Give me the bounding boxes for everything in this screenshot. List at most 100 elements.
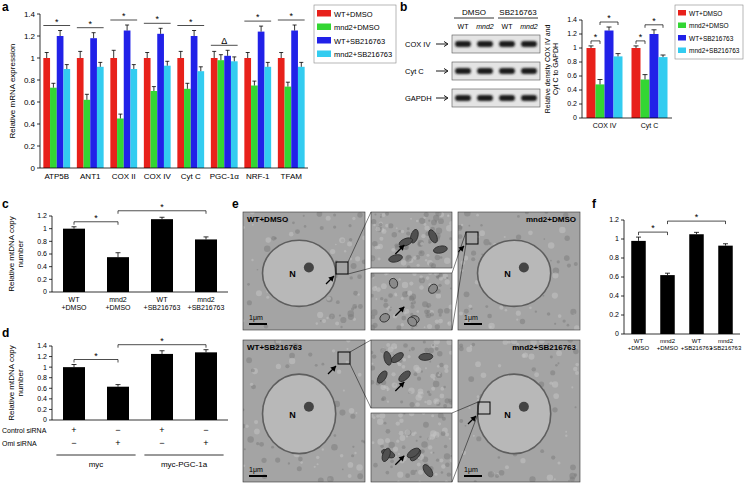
significance-label: * [55, 17, 59, 27]
mitochondrion [406, 446, 422, 460]
texture [297, 466, 302, 471]
text-line: NRF-1 [246, 172, 270, 181]
texture [371, 380, 374, 385]
zoom-box [338, 352, 350, 364]
texture [412, 273, 416, 276]
lane-label: WT [502, 23, 514, 30]
category-label: mnd2+SB216763 [188, 296, 225, 311]
mitochondrion [419, 353, 434, 361]
bar [244, 58, 251, 168]
texture [516, 234, 521, 239]
texture [344, 250, 346, 252]
mitochondrion [433, 245, 448, 255]
texture [356, 464, 363, 471]
texture [575, 363, 579, 367]
texture [318, 477, 324, 482]
arrow-head [328, 276, 334, 282]
texture [405, 255, 412, 262]
tick [49, 420, 52, 421]
texture [427, 438, 430, 441]
texture [388, 346, 394, 352]
texture [436, 293, 441, 298]
texture [430, 451, 432, 453]
text-line: Relative mRNA expression [8, 43, 17, 138]
texture [254, 429, 260, 435]
micrograph-bg [243, 340, 365, 482]
texture [303, 215, 305, 217]
text-line: +SB216763 [710, 345, 742, 351]
texture [444, 364, 449, 369]
error-bar [204, 350, 209, 353]
texture [407, 265, 411, 268]
texture [438, 308, 443, 313]
texture [250, 383, 253, 386]
significance-label: * [695, 212, 699, 222]
texture [575, 406, 577, 408]
text-line: mnd2 [109, 296, 127, 303]
error-bar [78, 51, 82, 58]
texture [473, 435, 475, 437]
bar [77, 58, 84, 168]
texture [349, 408, 355, 414]
tick-label: 0.2 [567, 100, 577, 107]
bar [218, 60, 225, 168]
texture [410, 218, 412, 220]
texture [362, 236, 365, 241]
treatment-line [498, 18, 538, 19]
text-line: Cyt C [641, 122, 659, 130]
tick-label: 1 [43, 225, 47, 232]
zoom-box [336, 262, 348, 274]
category-label: TFAM [281, 172, 303, 181]
texture [350, 276, 353, 279]
texture [459, 419, 463, 423]
bar [231, 61, 238, 168]
tick-label: 0.8 [609, 254, 619, 261]
texture [427, 305, 429, 307]
bar [258, 32, 265, 168]
texture [498, 364, 501, 367]
texture [289, 232, 294, 237]
texture [499, 306, 503, 310]
texture [340, 317, 346, 323]
micrograph-frame [371, 413, 452, 482]
texture [485, 305, 488, 308]
tick [49, 409, 52, 410]
micrograph: N1μm [458, 212, 580, 330]
tick-label: 0.6 [567, 72, 577, 79]
texture [326, 296, 332, 302]
texture [438, 218, 444, 224]
bar [50, 88, 57, 168]
texture [399, 418, 403, 422]
text-line: COX II [112, 172, 136, 181]
micrograph-frame [371, 273, 452, 330]
texture [552, 292, 558, 298]
texture [568, 480, 570, 482]
texture [350, 414, 355, 419]
texture [391, 372, 395, 376]
texture [540, 449, 544, 453]
texture [419, 250, 425, 256]
texture [292, 221, 295, 224]
tick [579, 62, 582, 63]
texture [523, 352, 528, 357]
error-bar [589, 46, 594, 48]
bar [151, 354, 173, 420]
text-line: COX IV [144, 172, 172, 181]
error-bar [661, 55, 666, 57]
texture [420, 242, 424, 246]
tick-label: 0.4 [567, 86, 577, 93]
bar [110, 58, 117, 168]
texture [444, 453, 450, 459]
texture [503, 340, 508, 345]
texture [529, 354, 535, 360]
texture [409, 281, 413, 285]
texture [415, 394, 421, 400]
scale-bar [249, 323, 267, 325]
texture [443, 404, 447, 408]
texture [419, 285, 424, 290]
texture [401, 260, 407, 266]
texture [343, 390, 345, 392]
texture [398, 230, 401, 233]
texture [397, 472, 403, 478]
tick-label: 1.2 [37, 212, 47, 219]
